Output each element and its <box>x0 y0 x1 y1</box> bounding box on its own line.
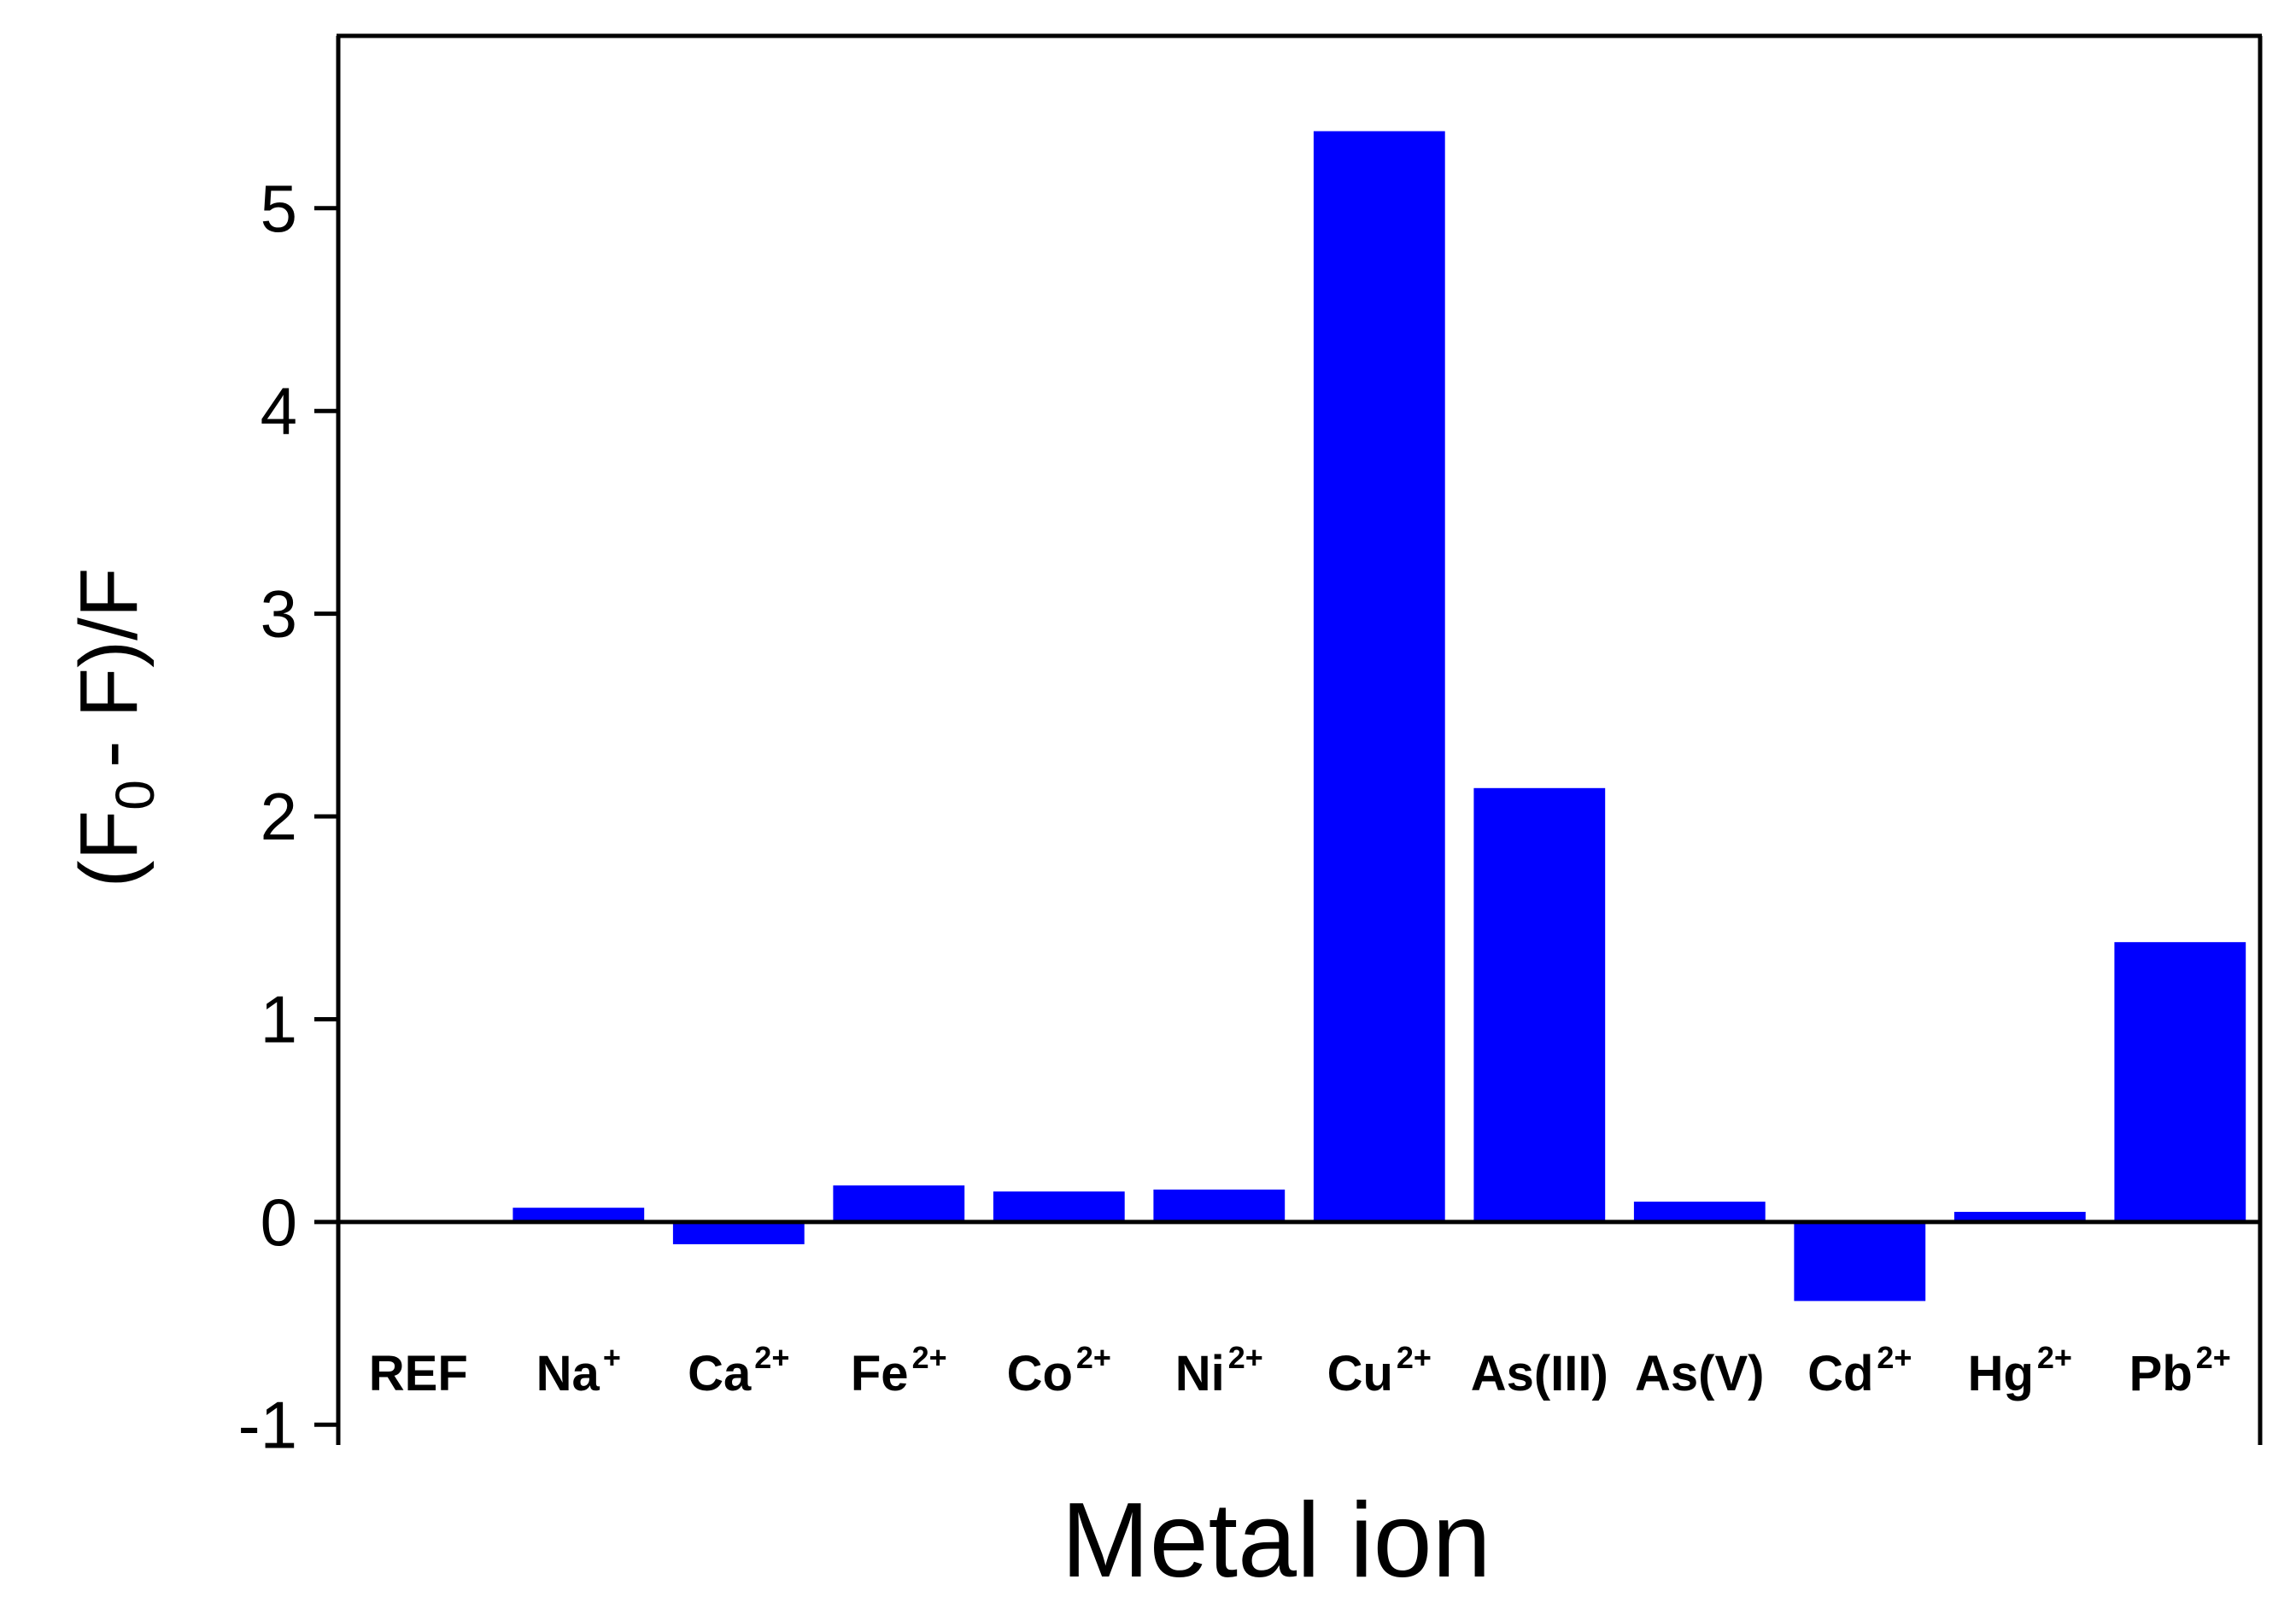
y-axis-title-subscript: 0 <box>104 780 166 810</box>
x-tick-label: Ca 2+ <box>688 1340 789 1401</box>
y-tick-label: 4 <box>261 373 297 448</box>
y-tick-label: 0 <box>261 1185 297 1260</box>
bar-as-v <box>1633 1202 1766 1222</box>
bar-na <box>512 1208 645 1222</box>
bar-co <box>993 1191 1125 1222</box>
y-tick-label: 2 <box>261 779 297 854</box>
bar-pb <box>2114 942 2246 1222</box>
bar-ni <box>1153 1189 1286 1222</box>
bar-as-iii <box>1473 787 1606 1222</box>
bars-layer <box>512 131 2246 1302</box>
y-axis-title: (F0 - F)/F <box>63 568 166 888</box>
y-axis-title-close: - F)/F <box>63 568 155 769</box>
label-layer: -1 0 1 2 3 4 5 REF Na + Ca 2+ Fe 2+ Co 2+ Ni 2+ Cu 2+ As(III… <box>238 171 2231 1462</box>
x-tick-label: Na + <box>536 1340 621 1401</box>
bar-cd <box>1794 1221 1926 1302</box>
bar-ca <box>672 1221 805 1244</box>
y-tick-label: -1 <box>238 1387 297 1462</box>
x-axis-title: Metal ion <box>1061 1482 1491 1597</box>
y-tick-label: 5 <box>261 171 297 246</box>
x-tick-label: Cd 2+ <box>1807 1340 1912 1401</box>
x-tick-label: As(V) <box>1635 1346 1764 1401</box>
x-tick-label: As(III) <box>1471 1346 1608 1401</box>
x-tick-label: Ni 2+ <box>1175 1340 1263 1401</box>
bar-fe <box>833 1185 965 1222</box>
y-tick-label: 3 <box>261 576 297 652</box>
x-tick-label: Cu 2+ <box>1327 1340 1432 1401</box>
axis-layer <box>314 33 2263 1445</box>
x-tick-label: REF <box>369 1346 468 1401</box>
bar-hg <box>1953 1212 2086 1222</box>
x-tick-label: Hg 2+ <box>1968 1340 2072 1401</box>
y-tick-label: 1 <box>261 981 297 1056</box>
bar-cu <box>1313 131 1445 1222</box>
x-tick-label: Pb 2+ <box>2129 1340 2231 1401</box>
x-tick-label: Fe 2+ <box>851 1340 947 1401</box>
y-axis-title-open: (F <box>63 810 155 888</box>
x-tick-label: Co 2+ <box>1007 1340 1111 1401</box>
